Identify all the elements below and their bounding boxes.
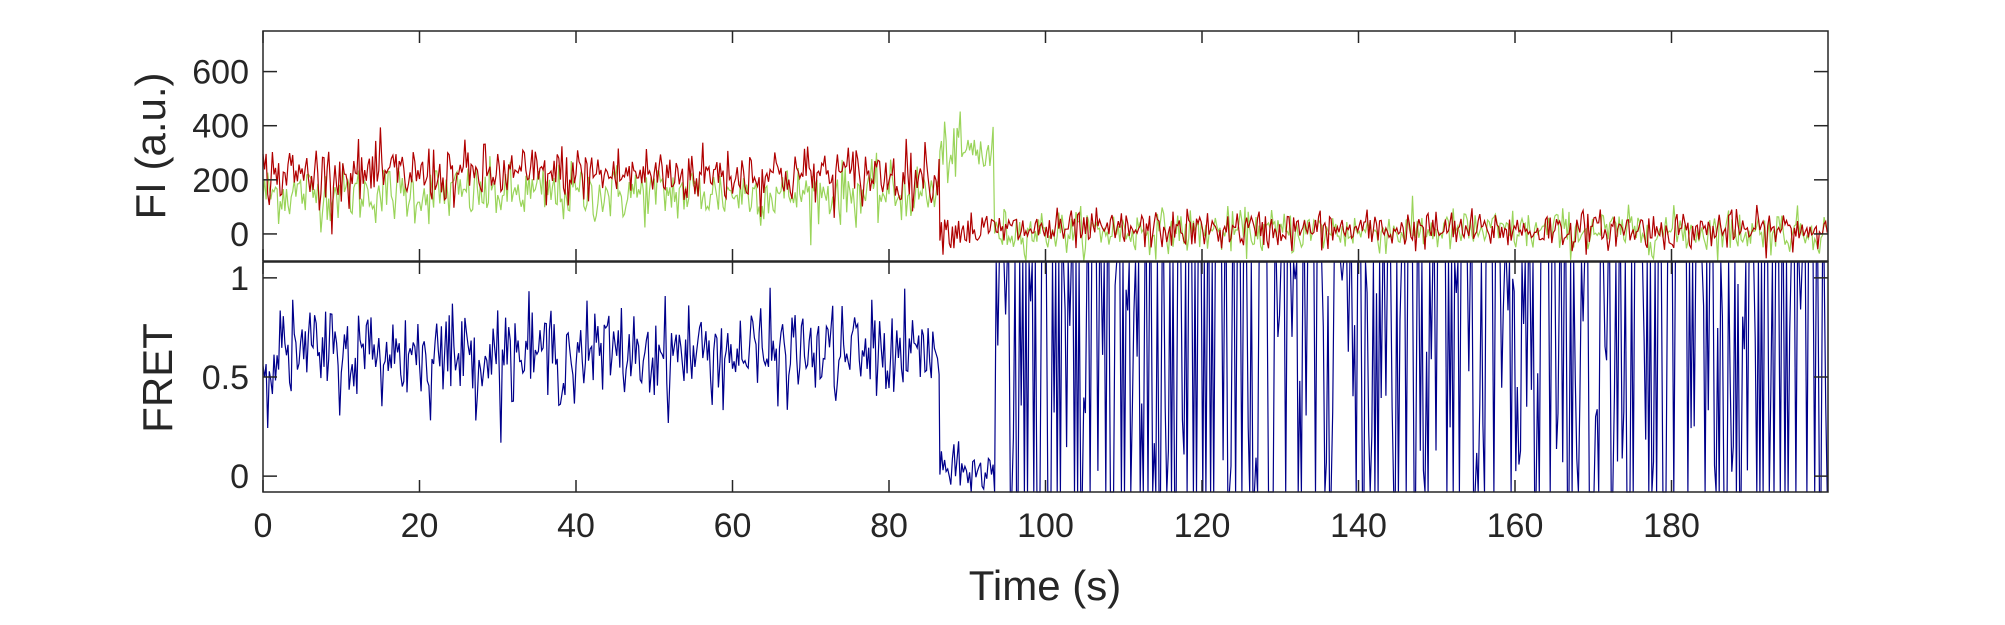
y-tick-label: 600 — [192, 54, 249, 92]
x-tick-label: 20 — [401, 507, 439, 545]
y-tick-label: 200 — [192, 162, 249, 200]
x-tick-label: 140 — [1330, 507, 1387, 545]
fret-panel: 00.51 0 20 40 60 80 100 120 140 160 180 FRET Time… — [134, 31, 1829, 609]
x-tick-label: 80 — [870, 507, 908, 545]
fluorescence-traces — [262, 111, 1828, 262]
y-tick-label: 0.5 — [202, 359, 249, 397]
x-tick-label: 0 — [254, 507, 273, 545]
x-tick-label: 180 — [1643, 507, 1700, 545]
fluorescence-y-axis-label: FI (a.u.) — [127, 72, 174, 219]
fret-traces — [262, 261, 1828, 493]
x-tick-label: 60 — [714, 507, 752, 545]
y-tick-label: 0 — [230, 216, 249, 254]
trace-series-1 — [262, 111, 1828, 262]
y-tick-label: 400 — [192, 108, 249, 146]
time-x-ticks: 0 20 40 60 80 100 120 140 160 180 — [254, 31, 1700, 545]
x-tick-label: 40 — [557, 507, 595, 545]
fluorescence-y-ticks: 0 200 400 600 — [192, 54, 1828, 254]
x-tick-label: 160 — [1487, 507, 1544, 545]
fret-axes-box — [262, 261, 1829, 493]
trace-series-2 — [262, 127, 1828, 259]
trace-series-1 — [262, 261, 1828, 493]
fret-y-axis-label: FRET — [134, 323, 181, 433]
y-tick-label: 0 — [230, 458, 249, 496]
fret-y-ticks: 00.51 — [202, 260, 1828, 496]
y-tick-label: 1 — [230, 260, 249, 298]
x-tick-label: 100 — [1017, 507, 1074, 545]
fluorescence-panel: 0 200 400 600 FI (a.u.) — [127, 30, 1829, 262]
time-x-axis-label: Time (s) — [969, 562, 1121, 609]
x-tick-label: 120 — [1174, 507, 1231, 545]
